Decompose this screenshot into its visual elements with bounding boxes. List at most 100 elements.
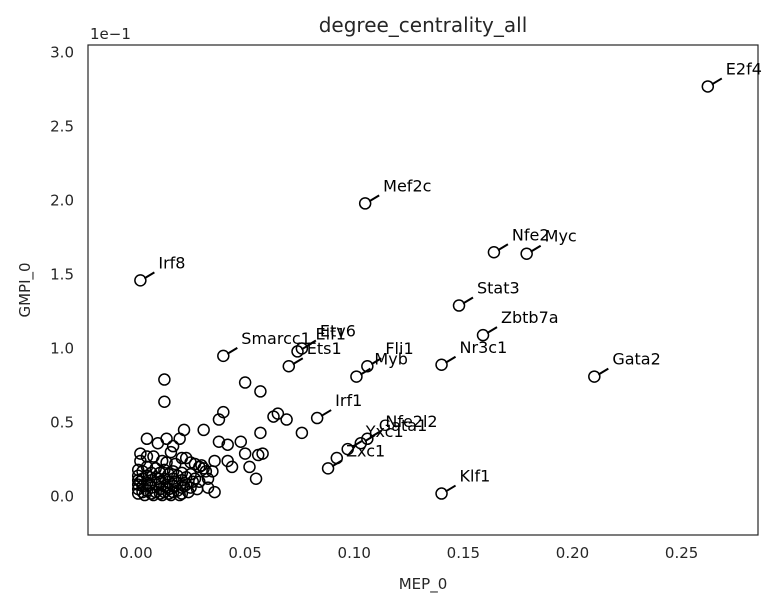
point-label: Myc xyxy=(545,227,577,246)
label-leader-line xyxy=(711,77,723,86)
x-tick-label: 0.05 xyxy=(228,544,261,562)
data-point xyxy=(155,488,169,502)
data-point xyxy=(295,426,309,440)
label-leader-line xyxy=(462,296,474,305)
data-point xyxy=(158,463,171,477)
point-label: E2f4 xyxy=(726,59,762,78)
labeled-data-point xyxy=(452,299,466,312)
point-label: Mef2c xyxy=(383,176,431,195)
label-leader-line xyxy=(445,484,457,493)
point-label: Irf1 xyxy=(335,391,362,410)
labeled-data-point xyxy=(435,358,448,372)
point-label: Etv6 xyxy=(320,321,356,340)
y-axis-label: GMPI_0 xyxy=(16,262,35,317)
labeled-data-point xyxy=(358,197,372,210)
y-tick-label: 2.0 xyxy=(50,191,74,209)
data-point xyxy=(158,373,171,386)
labeled-data-point xyxy=(361,359,374,373)
data-point xyxy=(206,465,219,478)
label-leader-line xyxy=(320,409,332,417)
data-point xyxy=(158,395,171,409)
y-tick-label: 0.0 xyxy=(50,488,74,506)
data-point xyxy=(254,385,267,398)
y-tick-label: 0.5 xyxy=(50,413,74,431)
data-point xyxy=(188,472,202,485)
label-leader-line xyxy=(143,271,155,280)
data-point xyxy=(173,488,186,502)
chart-title: degree_centrality_all xyxy=(319,13,528,37)
x-tick-label: 0.00 xyxy=(119,544,152,562)
label-leader-line xyxy=(359,367,371,376)
data-point xyxy=(166,439,180,453)
point-label: Irf8 xyxy=(158,253,185,272)
label-leader-line xyxy=(497,243,509,252)
data-point xyxy=(208,485,221,499)
y-tick-label: 1.5 xyxy=(50,265,74,283)
labeled-data-point xyxy=(435,487,448,500)
data-point xyxy=(142,478,156,491)
label-leader-line xyxy=(368,194,380,203)
data-points xyxy=(131,80,715,502)
data-point xyxy=(134,447,147,460)
axis-ticks: 0.00 0.05 0.10 0.15 0.20 0.25 0.0 0.5 1.0 1.5 2.0 2… xyxy=(50,43,698,562)
point-label: Klf1 xyxy=(460,467,491,486)
y-tick-label: 2.5 xyxy=(50,117,74,135)
data-point xyxy=(151,472,165,485)
data-point xyxy=(234,435,248,448)
data-point xyxy=(225,460,239,474)
label-leader-line xyxy=(370,357,382,366)
label-leader-line xyxy=(486,326,498,335)
x-tick-label: 0.15 xyxy=(447,544,480,562)
labeled-data-point xyxy=(217,349,230,363)
labeled-data-point xyxy=(134,274,147,287)
data-point xyxy=(249,472,263,485)
data-point xyxy=(201,472,215,485)
data-point xyxy=(238,447,252,460)
point-label: Fli1 xyxy=(385,339,413,358)
y-tick-label: 1.0 xyxy=(50,339,74,357)
label-leader-line xyxy=(530,244,542,253)
x-axis-label: MEP_0 xyxy=(399,575,448,594)
data-point xyxy=(280,413,293,426)
point-label: Zxc1 xyxy=(346,441,385,460)
data-point xyxy=(164,445,178,459)
data-point xyxy=(208,454,221,468)
data-point xyxy=(197,462,210,475)
labeled-data-point xyxy=(310,411,324,425)
data-point xyxy=(254,426,267,440)
point-label: Ets1 xyxy=(307,339,342,358)
data-point xyxy=(243,460,256,474)
data-point xyxy=(217,405,230,419)
y-axis-multiplier: 1e−1 xyxy=(90,25,131,43)
point-label: Myb xyxy=(374,350,407,369)
point-label: Gata1 xyxy=(379,416,427,435)
labeled-data-point xyxy=(476,328,490,342)
point-label: Nr3c1 xyxy=(460,338,508,357)
data-point xyxy=(147,488,160,502)
data-point xyxy=(134,475,147,488)
label-leader-line xyxy=(226,347,238,355)
data-point xyxy=(256,447,269,460)
point-label: Stat3 xyxy=(477,279,520,298)
label-leader-line xyxy=(292,357,304,366)
y-tick-label: 3.0 xyxy=(50,43,74,61)
labeled-data-point xyxy=(701,80,715,93)
data-point xyxy=(175,466,189,480)
labeled-data-point xyxy=(487,246,501,259)
label-leader-line xyxy=(351,440,363,448)
label-leader-line xyxy=(300,342,313,351)
data-point xyxy=(184,468,197,481)
data-point xyxy=(212,435,226,448)
data-point xyxy=(238,376,252,389)
label-leader-line xyxy=(597,367,609,376)
point-label: Zbtb7a xyxy=(501,308,559,327)
labeled-data-point xyxy=(354,436,368,450)
data-point xyxy=(271,407,285,420)
data-point xyxy=(138,488,151,502)
labeled-data-point xyxy=(321,462,335,475)
point-label: Yxc1 xyxy=(365,422,404,441)
data-point xyxy=(173,432,186,446)
labeled-data-point xyxy=(520,247,533,260)
data-point xyxy=(197,423,210,437)
